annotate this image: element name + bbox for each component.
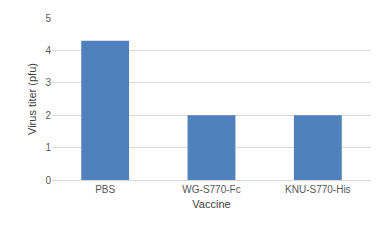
svg-text:KNU-S770-His: KNU-S770-His — [285, 184, 351, 195]
svg-text:1: 1 — [45, 142, 51, 153]
svg-text:0: 0 — [45, 175, 51, 186]
svg-text:2: 2 — [45, 110, 51, 121]
svg-text:WG-S770-Fc: WG-S770-Fc — [182, 184, 240, 195]
svg-text:4: 4 — [45, 45, 51, 56]
svg-text:Vaccine: Vaccine — [192, 198, 230, 210]
svg-text:PBS: PBS — [95, 184, 115, 195]
svg-text:Virus titer (pfu): Virus titer (pfu) — [26, 63, 38, 135]
svg-text:3: 3 — [45, 77, 51, 88]
svg-text:5: 5 — [45, 13, 51, 24]
